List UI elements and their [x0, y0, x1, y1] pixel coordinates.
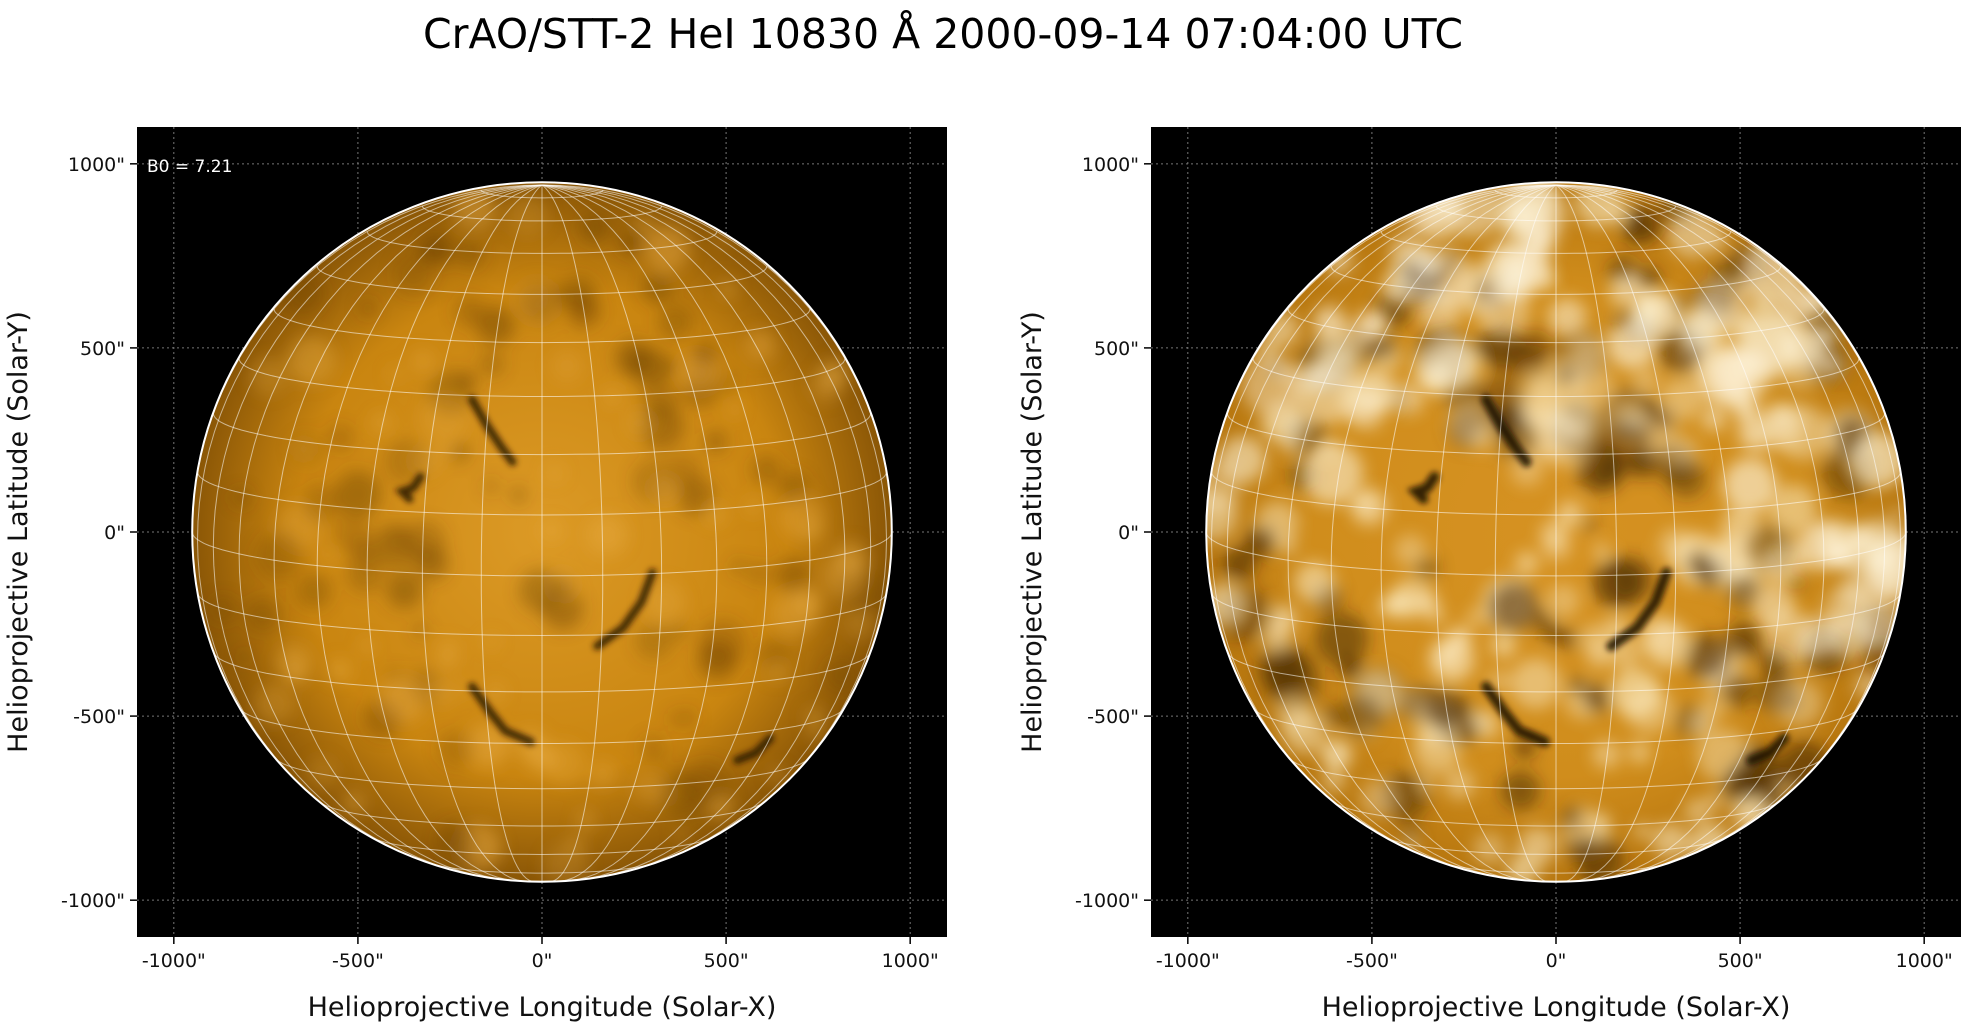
x-tick-label: -1000": [1156, 950, 1220, 972]
x-tick-label: -500": [332, 950, 384, 972]
x-tick-label: -1000": [142, 950, 206, 972]
x-tick-label: 1000": [882, 950, 939, 972]
y-tick-label: 500": [1094, 338, 1139, 360]
left-solar-disk: [192, 182, 892, 882]
right-solar-disk: [1206, 182, 1906, 882]
x-tick-label: -500": [1346, 950, 1398, 972]
right-solar-limb: [1205, 181, 1907, 883]
y-tick-label: 1000": [68, 154, 125, 176]
right-solar-panel: -1000" -500" 0" 500" 1000" 1000" 500" 0" -500" -1…: [1017, 127, 1961, 1023]
left-solar-panel: -1000" -500" 0" 500" 1000" 1000" 500" 0" -500" -1…: [3, 127, 947, 1023]
y-tick-label: -500": [73, 706, 125, 728]
x-tick-label: 1000": [1896, 950, 1953, 972]
b0-annotation: B0 = 7.21: [147, 157, 232, 177]
left-solar-limb: [191, 181, 893, 883]
y-tick-label: -1000": [61, 890, 125, 912]
y-tick-label: -500": [1087, 706, 1139, 728]
left-heliographic-grid: [192, 184, 892, 882]
y-tick-label: 1000": [1082, 154, 1139, 176]
x-tick-label: 0": [532, 950, 553, 972]
x-tick-label: 500": [1718, 950, 1763, 972]
y-tick-label: 0": [1118, 522, 1139, 544]
y-tick-label: 0": [104, 522, 125, 544]
x-tick-label: 0": [1546, 950, 1567, 972]
y-tick-label: -1000": [1075, 890, 1139, 912]
right-x-axis-label: Helioprojective Longitude (Solar-X): [1322, 992, 1791, 1023]
x-tick-label: 500": [704, 950, 749, 972]
right-heliographic-grid: [1206, 184, 1906, 882]
left-y-axis-label: Helioprojective Latitude (Solar-Y): [3, 311, 34, 753]
y-tick-label: 500": [80, 338, 125, 360]
left-x-axis-label: Helioprojective Longitude (Solar-X): [308, 992, 777, 1023]
right-y-axis-label: Helioprojective Latitude (Solar-Y): [1017, 311, 1048, 753]
figure-title: CrAO/STT-2 HeI 10830 Å 2000-09-14 07:04:…: [423, 10, 1463, 58]
